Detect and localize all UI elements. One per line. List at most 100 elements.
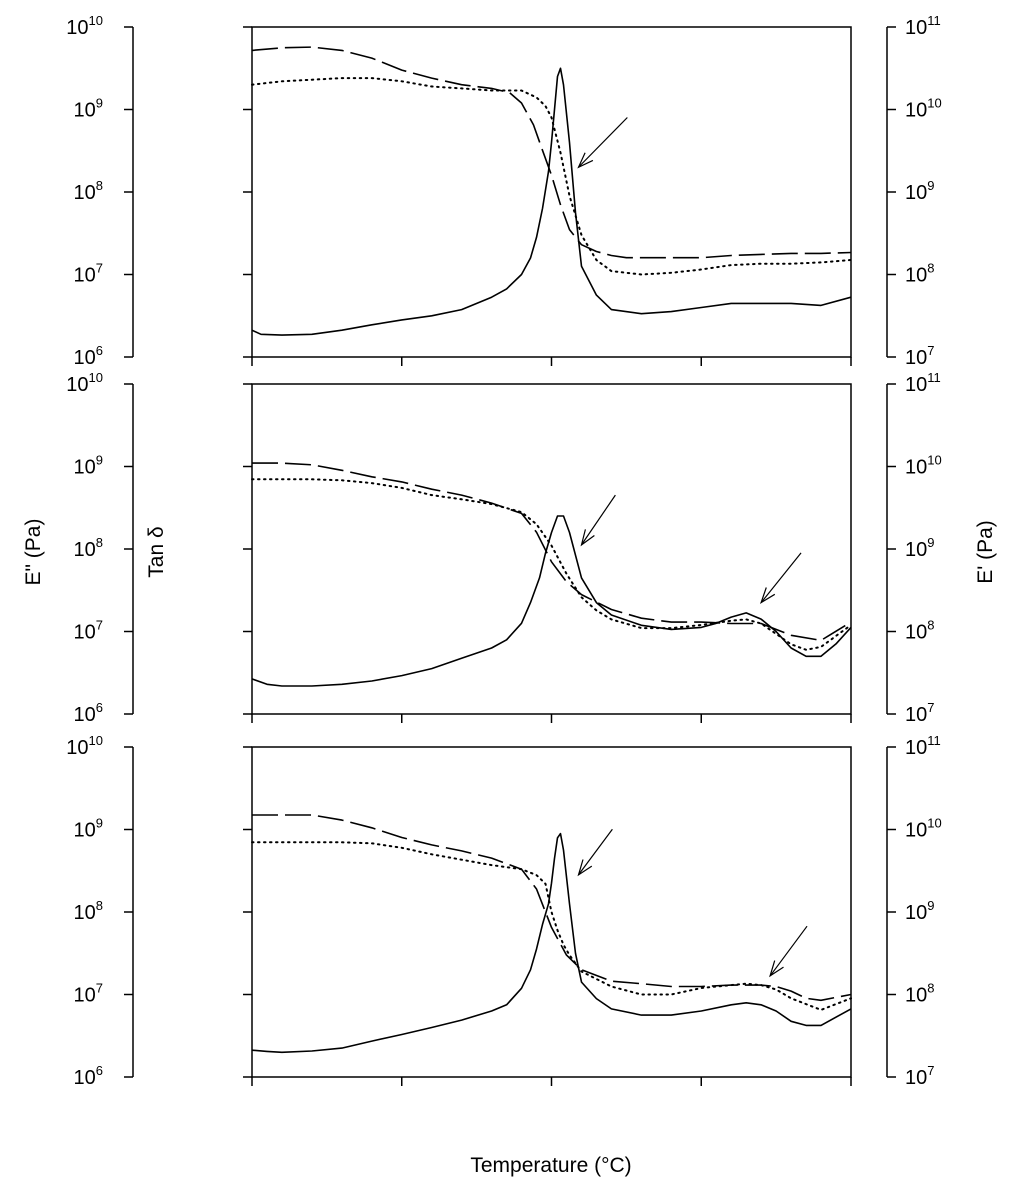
- tick-exponent: 8: [927, 618, 934, 633]
- tick-base: 10: [905, 265, 927, 287]
- e2-tick-label: 1010: [66, 13, 103, 39]
- tick-base: 10: [905, 902, 927, 924]
- x-axis-title: Temperature (°C): [470, 1154, 631, 1177]
- e1-tick-label: 1011: [905, 370, 941, 396]
- tick-exponent: 6: [96, 343, 103, 358]
- e1-tick-label: 108: [905, 261, 934, 287]
- tick-base: 10: [905, 374, 927, 396]
- e2-tick-label: 107: [74, 618, 103, 644]
- tick-exponent: 9: [927, 178, 934, 193]
- tick-exponent: 8: [927, 981, 934, 996]
- tick-exponent: 9: [927, 898, 934, 913]
- e-prime-line: [251, 46, 852, 259]
- tick-exponent: 7: [927, 1063, 934, 1078]
- tick-exponent: 7: [927, 700, 934, 715]
- e-prime-line: [252, 462, 852, 642]
- tick-exponent: 10: [89, 13, 103, 28]
- tick-base: 10: [74, 457, 96, 479]
- arrow-line: [580, 494, 616, 546]
- arrow-head: [769, 960, 784, 978]
- tick-base: 10: [905, 182, 927, 204]
- tick-base: 10: [905, 457, 927, 479]
- tick-base: 10: [74, 704, 96, 726]
- tick-base: 10: [905, 100, 927, 122]
- tan-delta-line: [251, 515, 852, 687]
- tick-base: 10: [74, 820, 96, 842]
- tick-exponent: 7: [96, 261, 103, 276]
- e2-tick-label: 1010: [66, 370, 103, 396]
- tan-delta-line: [251, 832, 852, 1054]
- tick-base: 10: [74, 985, 96, 1007]
- arrow-head: [577, 152, 594, 169]
- e1-tick-label: 1010: [905, 816, 942, 842]
- e2-tick-label: 109: [74, 816, 103, 842]
- e2-tick-label: 107: [74, 981, 103, 1007]
- e-double-prime-line: [251, 841, 852, 1011]
- arrow-line: [577, 828, 613, 876]
- tick-base: 10: [74, 347, 96, 369]
- tick-base: 10: [74, 902, 96, 924]
- tick-base: 10: [74, 182, 96, 204]
- plot-frame: [251, 383, 852, 715]
- e2-tick-label: 1010: [66, 733, 103, 759]
- tick-exponent: 10: [927, 816, 941, 831]
- tick-base: 10: [905, 17, 927, 39]
- e2-tick-label: 109: [74, 96, 103, 122]
- arrow-line: [578, 117, 628, 168]
- e1-tick-label: 1010: [905, 453, 942, 479]
- tick-exponent: 6: [96, 700, 103, 715]
- e1-tick-label: 107: [905, 343, 934, 369]
- tick-exponent: 8: [927, 261, 934, 276]
- tick-exponent: 7: [96, 618, 103, 633]
- arrow-line: [760, 552, 802, 604]
- tick-base: 10: [905, 622, 927, 644]
- tick-base: 10: [74, 100, 96, 122]
- tick-base: 10: [905, 539, 927, 561]
- e2-tick-label: 108: [74, 535, 103, 561]
- tick-exponent: 7: [96, 981, 103, 996]
- tick-base: 10: [905, 737, 927, 759]
- tick-base: 10: [905, 704, 927, 726]
- e2-tick-label: 109: [74, 453, 103, 479]
- e2-tick-label: 106: [74, 1063, 103, 1089]
- tick-base: 10: [905, 347, 927, 369]
- tick-base: 10: [74, 622, 96, 644]
- e2-tick-label: 108: [74, 178, 103, 204]
- tick-exponent: 8: [96, 535, 103, 550]
- tick-base: 10: [905, 985, 927, 1007]
- tick-base: 10: [66, 737, 88, 759]
- e2-tick-label: 108: [74, 898, 103, 924]
- e1-tick-label: 109: [905, 898, 934, 924]
- chart-panels: 1061071081091010107108109101010111061071…: [66, 13, 941, 1089]
- e1-tick-label: 107: [905, 700, 934, 726]
- tick-base: 10: [905, 1067, 927, 1089]
- tick-exponent: 6: [96, 1063, 103, 1078]
- tick-exponent: 8: [96, 178, 103, 193]
- tick-exponent: 8: [96, 898, 103, 913]
- e1-tick-label: 108: [905, 981, 934, 1007]
- e1-tick-label: 109: [905, 535, 934, 561]
- tick-base: 10: [66, 17, 88, 39]
- left-outer-axis-title: E" (Pa): [22, 519, 45, 586]
- plot-frame: [251, 26, 852, 358]
- e1-tick-label: 1011: [905, 733, 941, 759]
- tick-exponent: 9: [927, 535, 934, 550]
- tick-exponent: 7: [927, 343, 934, 358]
- tick-base: 10: [74, 539, 96, 561]
- arrow-line: [769, 925, 808, 977]
- e-prime-line: [252, 814, 852, 1002]
- e1-tick-label: 109: [905, 178, 934, 204]
- tick-exponent: 9: [96, 816, 103, 831]
- e1-tick-label: 107: [905, 1063, 934, 1089]
- tick-base: 10: [74, 265, 96, 287]
- e1-tick-label: 1011: [905, 13, 941, 39]
- tan-delta-line: [251, 67, 852, 336]
- e1-tick-label: 108: [905, 618, 934, 644]
- left-inner-axis-title: Tan δ: [145, 526, 168, 577]
- tick-base: 10: [66, 374, 88, 396]
- tick-exponent: 11: [927, 733, 941, 748]
- e2-tick-label: 106: [74, 700, 103, 726]
